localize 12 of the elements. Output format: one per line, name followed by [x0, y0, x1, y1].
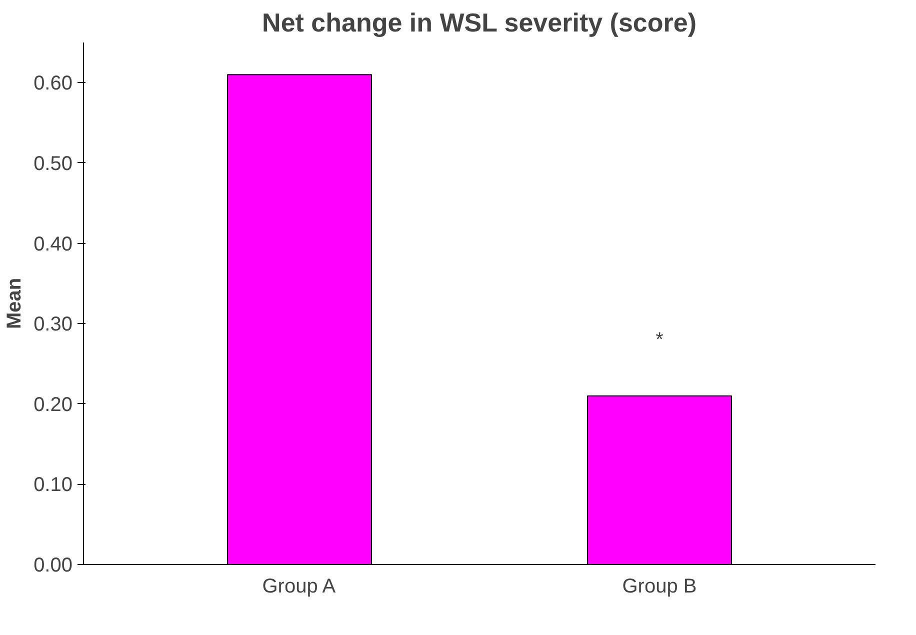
x-tick-label: Group A	[262, 576, 336, 598]
annotation: *	[656, 328, 664, 351]
y-tick-label: 0.60	[34, 72, 73, 95]
y-tick-label: 0.00	[34, 554, 73, 576]
chart-title: Net change in WSL severity (score)	[262, 8, 696, 38]
y-axis-title: Mean	[4, 278, 26, 330]
y-tick-label: 0.40	[34, 233, 73, 256]
y-tick-label: 0.30	[34, 314, 73, 336]
y-tick-label: 0.10	[34, 474, 73, 496]
y-tick-label: 0.20	[34, 394, 73, 416]
x-tick-label: Group B	[622, 576, 697, 598]
y-tick-label: 0.50	[34, 152, 73, 175]
